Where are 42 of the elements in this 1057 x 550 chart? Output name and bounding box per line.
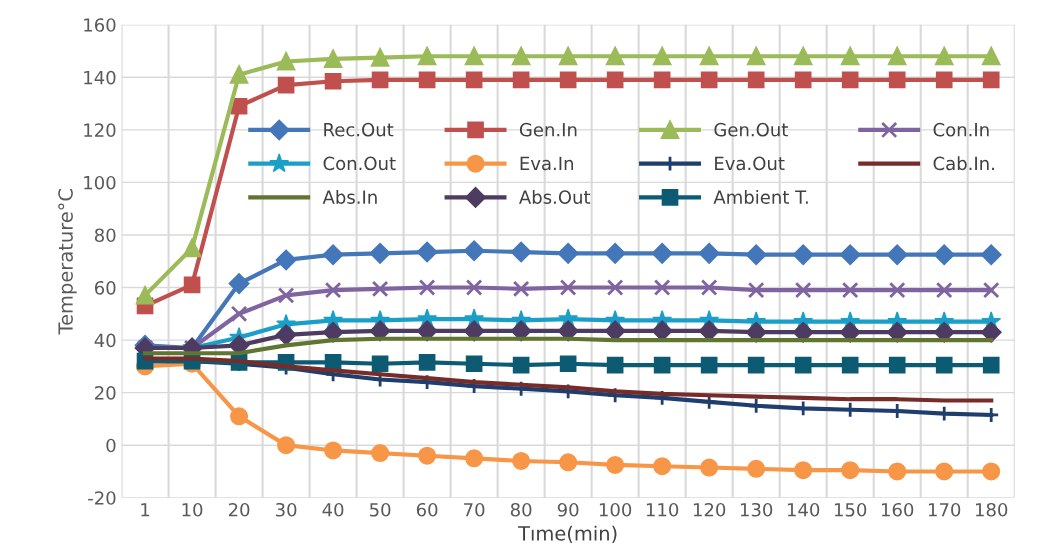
y-axis-title: Temperature°C	[58, 189, 77, 335]
x-axis-title: Tıme(min)	[518, 525, 617, 543]
y-tick-label: 100	[84, 175, 116, 190]
legend-label: Eva.Out	[715, 156, 785, 171]
y-tick-label: 0	[106, 438, 116, 453]
legend-label: Abs.In	[322, 189, 377, 204]
x-tick-label: 1	[141, 503, 150, 517]
x-tick-label: 110	[646, 502, 679, 517]
legend-label: Con.Out	[323, 156, 396, 171]
x-tick-label: 80	[510, 502, 532, 517]
legend-label: Abs.Out	[519, 189, 591, 204]
legend-label: Gen.In	[519, 122, 577, 137]
legend-label: Eva.In	[520, 156, 574, 171]
x-tick-label: 30	[275, 502, 297, 517]
y-tick-label: 40	[94, 333, 116, 348]
x-tick-label: 140	[787, 502, 820, 517]
x-tick-label: 100	[599, 502, 632, 517]
x-tick-label: 70	[464, 502, 485, 517]
legend-label: Gen.Out	[714, 122, 788, 137]
x-tick-label: 180	[975, 502, 1008, 517]
y-tick-label: 20	[95, 386, 116, 400]
x-tick-label: 40	[322, 502, 344, 517]
x-tick-label: 20	[228, 502, 250, 517]
y-tick-label: 160	[84, 18, 116, 32]
legend-label: Rec.Out	[324, 122, 394, 137]
y-tick-label: 80	[94, 228, 116, 243]
x-tick-label: 50	[370, 502, 391, 517]
y-tick-label: 120	[84, 123, 116, 137]
x-tick-label: 160	[881, 502, 914, 517]
y-tick-label: 140	[84, 70, 116, 85]
x-tick-label: 60	[416, 502, 438, 517]
y-tick-label: -20	[88, 491, 116, 505]
legend-label: Con.In	[933, 122, 989, 137]
x-tick-label: 150	[834, 502, 867, 517]
y-tick-label: 60	[94, 280, 116, 295]
x-tick-label: 90	[557, 502, 579, 517]
x-tick-label: 10	[182, 502, 203, 517]
x-tick-label: 130	[740, 502, 773, 517]
x-tick-label: 170	[928, 502, 961, 517]
legend-label: Cab.In.	[933, 156, 994, 171]
legend-label: Ambient T.	[713, 189, 808, 204]
x-tick-label: 120	[693, 502, 726, 517]
